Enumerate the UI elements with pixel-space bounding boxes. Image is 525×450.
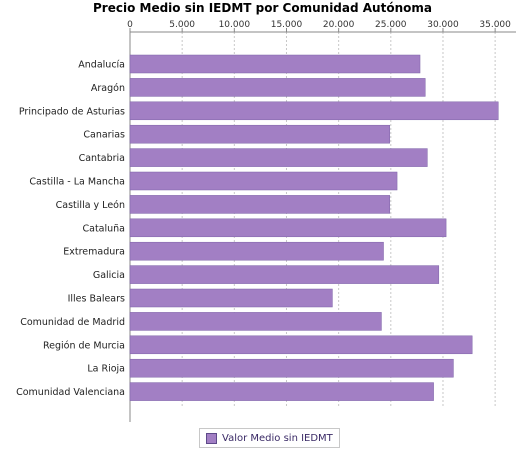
chart-title: Precio Medio sin IEDMT por Comunidad Aut…	[93, 1, 432, 15]
bar	[129, 265, 440, 284]
bar	[129, 218, 447, 238]
category-label: Andalucía	[78, 60, 125, 71]
bar	[129, 171, 398, 191]
bar	[129, 148, 428, 167]
category-label: Región de Murcia	[43, 340, 125, 351]
bar	[129, 78, 426, 97]
category-label: Castilla y León	[56, 200, 125, 211]
bar	[129, 288, 333, 308]
category-label: Galicia	[93, 270, 125, 281]
category-label: Comunidad Valenciana	[16, 387, 125, 398]
category-label: Aragón	[91, 83, 125, 94]
bar	[129, 54, 421, 74]
category-label: Comunidad de Madrid	[20, 317, 125, 328]
bar	[129, 195, 391, 214]
x-tick-label: 10.000	[219, 20, 251, 30]
bar	[129, 124, 391, 144]
x-tick-label: 5.000	[169, 20, 195, 30]
category-label: Cantabria	[79, 153, 125, 164]
category-label: Castilla - La Mancha	[29, 177, 125, 188]
legend-swatch	[206, 432, 217, 444]
bar	[129, 335, 473, 355]
x-tick-label: 35.000	[479, 20, 511, 30]
x-tick-label: 0	[127, 20, 133, 30]
category-label: Extremadura	[63, 247, 125, 258]
x-tick-label: 15.000	[271, 20, 303, 30]
x-tick-label: 30.000	[427, 20, 459, 30]
bar	[129, 382, 434, 401]
bar	[129, 358, 454, 378]
x-tick-label: 20.000	[323, 20, 355, 30]
category-label: Illes Balears	[68, 294, 125, 305]
category-label: Principado de Asturias	[19, 106, 125, 117]
bar	[129, 101, 499, 121]
legend-label: Valor Medio sin IEDMT	[222, 432, 333, 444]
category-label: La Rioja	[87, 364, 125, 375]
category-label: Canarias	[83, 130, 125, 141]
legend: Valor Medio sin IEDMT	[199, 428, 340, 448]
bar	[129, 241, 384, 261]
bar	[129, 312, 382, 331]
x-tick-label: 25.000	[375, 20, 407, 30]
category-label: Cataluña	[82, 223, 125, 234]
